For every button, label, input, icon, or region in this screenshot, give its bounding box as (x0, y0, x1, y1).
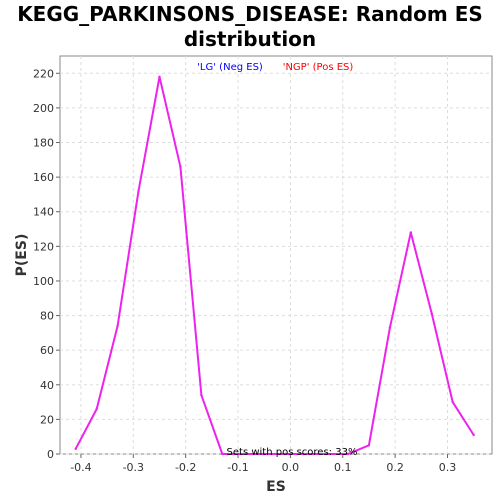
grid (60, 56, 492, 455)
x-axis-label: ES (266, 479, 286, 495)
x-tick-label: -0.4 (70, 461, 91, 474)
x-tick-label: -0.1 (227, 461, 248, 474)
chart-title: KEGG_PARKINSONS_DISEASE: Random ES distr… (0, 2, 500, 52)
x-tick-label: -0.2 (175, 461, 196, 474)
es-data-point (451, 400, 454, 404)
y-tick-label: 220 (33, 67, 54, 80)
es-data-point (74, 447, 77, 451)
es-data-point (304, 452, 308, 456)
es-data-point (179, 165, 182, 168)
es-data-point (283, 452, 287, 456)
es-data-point (325, 452, 329, 456)
x-tick-label: 0.3 (439, 461, 457, 474)
es-data-point (263, 452, 266, 456)
es-data-point (158, 75, 161, 78)
es-data-point (242, 452, 245, 456)
plot-area (59, 55, 493, 455)
x-tick-label: 0.1 (334, 461, 352, 474)
y-tick-label: 0 (47, 448, 54, 461)
series-layer (74, 75, 475, 456)
pos-scores-annotation: Sets with pos scores: 33% (227, 447, 358, 458)
y-tick-label: 40 (40, 379, 54, 392)
chart-title-line1: KEGG_PARKINSONS_DISEASE: Random ES (17, 2, 483, 26)
es-data-point (95, 407, 98, 411)
y-axis-label: P(ES) (14, 234, 30, 277)
chart-title-line2: distribution (183, 27, 317, 51)
es-data-point (137, 189, 140, 193)
es-data-point (472, 433, 475, 437)
y-tick-label: 20 (40, 413, 54, 426)
legend-entry-neg: 'LG' (Neg ES) (197, 62, 263, 73)
x-tick-label: -0.3 (123, 461, 144, 474)
axes: -0.4 -0.3 -0.2 -0.1 0.0 0.1 0.2 0.3 0 20 40 60 80 100… (33, 67, 456, 474)
y-tick-label: 60 (40, 344, 54, 357)
es-data-point (200, 393, 203, 397)
legend-entry-pos: 'NGP' (Pos ES) (283, 62, 354, 73)
y-tick-label: 120 (33, 240, 54, 253)
y-tick-label: 80 (40, 310, 54, 323)
es-distribution-line (74, 75, 475, 455)
es-data-point (221, 452, 224, 456)
es-data-point (367, 444, 371, 447)
x-tick-label: 0.0 (282, 461, 300, 474)
es-data-point (346, 452, 350, 456)
es-data-point (430, 312, 433, 316)
es-data-point (116, 324, 119, 328)
es-data-point (409, 231, 413, 234)
x-tick-label: 0.2 (386, 461, 404, 474)
y-tick-label: 160 (33, 171, 54, 184)
es-data-point (388, 326, 392, 329)
y-tick-label: 200 (33, 102, 54, 115)
y-tick-label: 180 (33, 137, 54, 150)
y-tick-label: 140 (33, 206, 54, 219)
y-tick-label: 100 (33, 275, 54, 288)
